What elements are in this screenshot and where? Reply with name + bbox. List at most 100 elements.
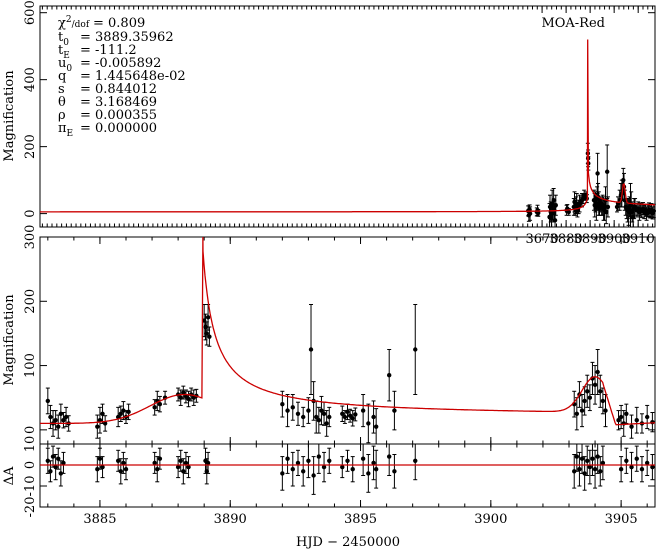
bot-data-point bbox=[579, 408, 585, 413]
res-data-point bbox=[118, 469, 123, 474]
res-data-point bbox=[97, 456, 103, 461]
bot-data-point bbox=[360, 408, 366, 413]
bot-data-point bbox=[353, 412, 358, 417]
bot-data-point bbox=[300, 414, 306, 420]
res-ytick-label: -10 bbox=[23, 476, 38, 497]
res-data-point bbox=[634, 456, 639, 461]
top-data-point bbox=[651, 208, 656, 214]
param-q-label: q bbox=[58, 69, 66, 84]
res-data-point bbox=[300, 469, 306, 474]
bot-data-point bbox=[181, 390, 186, 395]
bot-data-point bbox=[207, 334, 212, 339]
res-data-point bbox=[183, 460, 189, 466]
bot-data-point bbox=[644, 414, 650, 420]
res-data-point bbox=[181, 469, 186, 474]
res-data-point bbox=[61, 460, 66, 466]
res-data-point bbox=[650, 464, 655, 470]
res-data-point bbox=[574, 454, 580, 459]
res-data-point bbox=[572, 469, 577, 474]
top-data-point bbox=[595, 171, 600, 176]
res-data-point bbox=[155, 467, 160, 472]
param-te-value: = -111.2 bbox=[80, 43, 137, 58]
res-data-point bbox=[345, 458, 350, 463]
bot-data-point bbox=[386, 373, 392, 378]
top-data-point bbox=[605, 204, 611, 210]
res-data-point bbox=[295, 460, 301, 466]
bot-data-point bbox=[204, 331, 209, 336]
res-data-point bbox=[290, 467, 295, 472]
bot-data-point bbox=[56, 424, 61, 429]
res-data-point bbox=[178, 458, 183, 463]
bot-data-point bbox=[319, 408, 324, 413]
bot-ytick-label: 0 bbox=[23, 426, 38, 434]
top-xtick-label: 3910 bbox=[622, 232, 655, 247]
bot-data-point bbox=[624, 411, 629, 416]
residual-panel-frame bbox=[39, 443, 656, 508]
top-data-point bbox=[604, 169, 610, 174]
res-data-point bbox=[592, 467, 598, 472]
bot-data-point bbox=[280, 401, 285, 407]
res-data-point bbox=[48, 469, 53, 474]
param-s-label: s bbox=[58, 82, 65, 97]
bot-ytick-label: 300 bbox=[23, 225, 38, 250]
res-data-point bbox=[629, 464, 634, 470]
top-xtick-label: 3880 bbox=[550, 232, 583, 247]
res-data-point bbox=[600, 460, 606, 466]
bottom-panel-points bbox=[45, 304, 655, 445]
residual-panel-ylabel: ΔA bbox=[2, 466, 17, 485]
bot-data-point bbox=[126, 409, 131, 415]
param-pie-value: = 0.000000 bbox=[80, 121, 157, 136]
res-data-point bbox=[373, 467, 379, 472]
bot-data-point bbox=[48, 414, 53, 420]
bot-data-point bbox=[45, 398, 51, 404]
bot-data-point bbox=[295, 411, 301, 416]
bot-data-point bbox=[616, 418, 621, 423]
res-xtick-label: 3890 bbox=[214, 512, 247, 527]
res-data-point bbox=[590, 456, 595, 461]
res-data-point bbox=[392, 469, 397, 474]
res-data-point bbox=[53, 464, 58, 470]
top-data-point bbox=[552, 218, 558, 223]
res-data-point bbox=[639, 467, 645, 472]
bot-data-point bbox=[152, 405, 157, 410]
top-ytick-label: 0 bbox=[23, 209, 38, 217]
bot-data-point bbox=[366, 421, 371, 426]
bot-data-point bbox=[618, 414, 624, 420]
bot-data-point bbox=[308, 347, 314, 352]
res-xtick-label: 3885 bbox=[83, 512, 116, 527]
bot-data-point bbox=[634, 418, 639, 423]
top-xtick-label: 3900 bbox=[598, 232, 631, 247]
bot-data-point bbox=[121, 408, 126, 413]
res-xtick-label: 3895 bbox=[344, 512, 377, 527]
bot-data-point bbox=[342, 414, 348, 420]
top-ytick-label: 200 bbox=[23, 134, 38, 159]
top-panel-ylabel: Magnification bbox=[2, 70, 17, 162]
res-data-point bbox=[152, 460, 157, 466]
param-u0-value: = -0.005892 bbox=[80, 56, 161, 71]
top-xtick-label: 3670 bbox=[526, 232, 559, 247]
param-rho-label: ρ bbox=[58, 108, 66, 123]
bot-data-point bbox=[102, 421, 108, 426]
residual-panel-ticks: 3885 3890 3895 3900 3905 -20-10 0 10 bbox=[23, 436, 655, 527]
res-data-point bbox=[50, 454, 56, 459]
top-data-point bbox=[621, 177, 626, 183]
res-data-point bbox=[45, 458, 51, 463]
bot-data-point bbox=[186, 396, 191, 402]
bot-data-point bbox=[582, 398, 587, 404]
res-data-point bbox=[587, 464, 593, 470]
bot-data-point bbox=[157, 401, 163, 407]
res-data-point bbox=[598, 469, 603, 474]
res-data-point bbox=[618, 467, 624, 472]
res-data-point bbox=[350, 467, 355, 472]
bot-data-point bbox=[321, 411, 327, 416]
bot-data-point bbox=[327, 414, 332, 420]
top-xtick-label: 3890 bbox=[574, 232, 607, 247]
res-data-point bbox=[100, 464, 105, 470]
top-data-point bbox=[536, 210, 541, 216]
bot-data-point bbox=[285, 408, 290, 413]
res-data-point bbox=[121, 460, 126, 466]
res-ytick-label: -20 bbox=[23, 497, 38, 518]
